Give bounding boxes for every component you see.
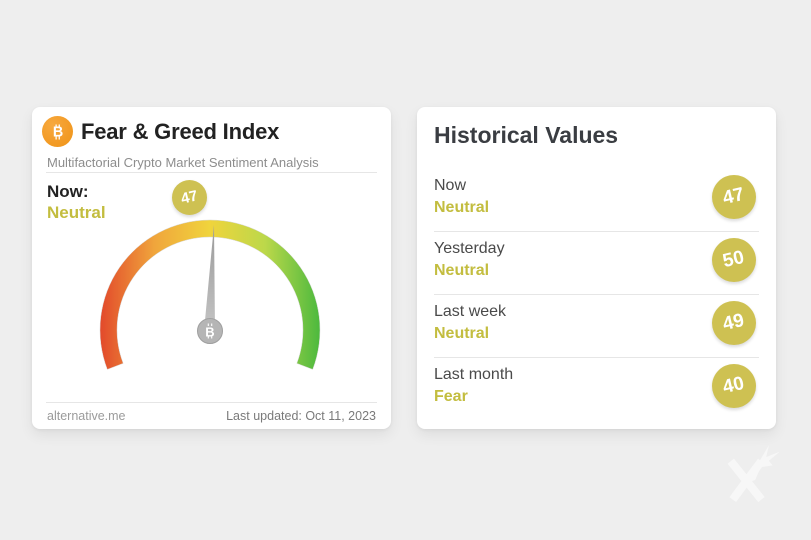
svg-text:B: B xyxy=(205,325,214,340)
